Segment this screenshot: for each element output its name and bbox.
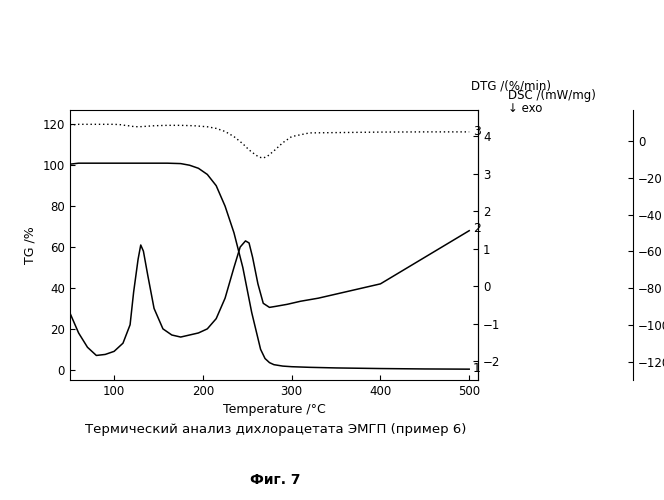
Text: DTG /(%/min): DTG /(%/min) xyxy=(471,80,551,92)
Text: Фиг. 7: Фиг. 7 xyxy=(250,472,301,486)
Text: 1: 1 xyxy=(473,362,481,375)
Text: DSC /(mW/mg): DSC /(mW/mg) xyxy=(508,90,596,102)
Text: 3: 3 xyxy=(473,125,481,138)
Y-axis label: TG /%: TG /% xyxy=(24,226,37,264)
Text: 2: 2 xyxy=(473,222,481,235)
Text: ↓ exo: ↓ exo xyxy=(508,102,542,115)
X-axis label: Temperature /°C: Temperature /°C xyxy=(222,404,325,416)
Text: Термический анализ дихлорацетата ЭМГП (пример 6): Термический анализ дихлорацетата ЭМГП (п… xyxy=(85,422,466,436)
